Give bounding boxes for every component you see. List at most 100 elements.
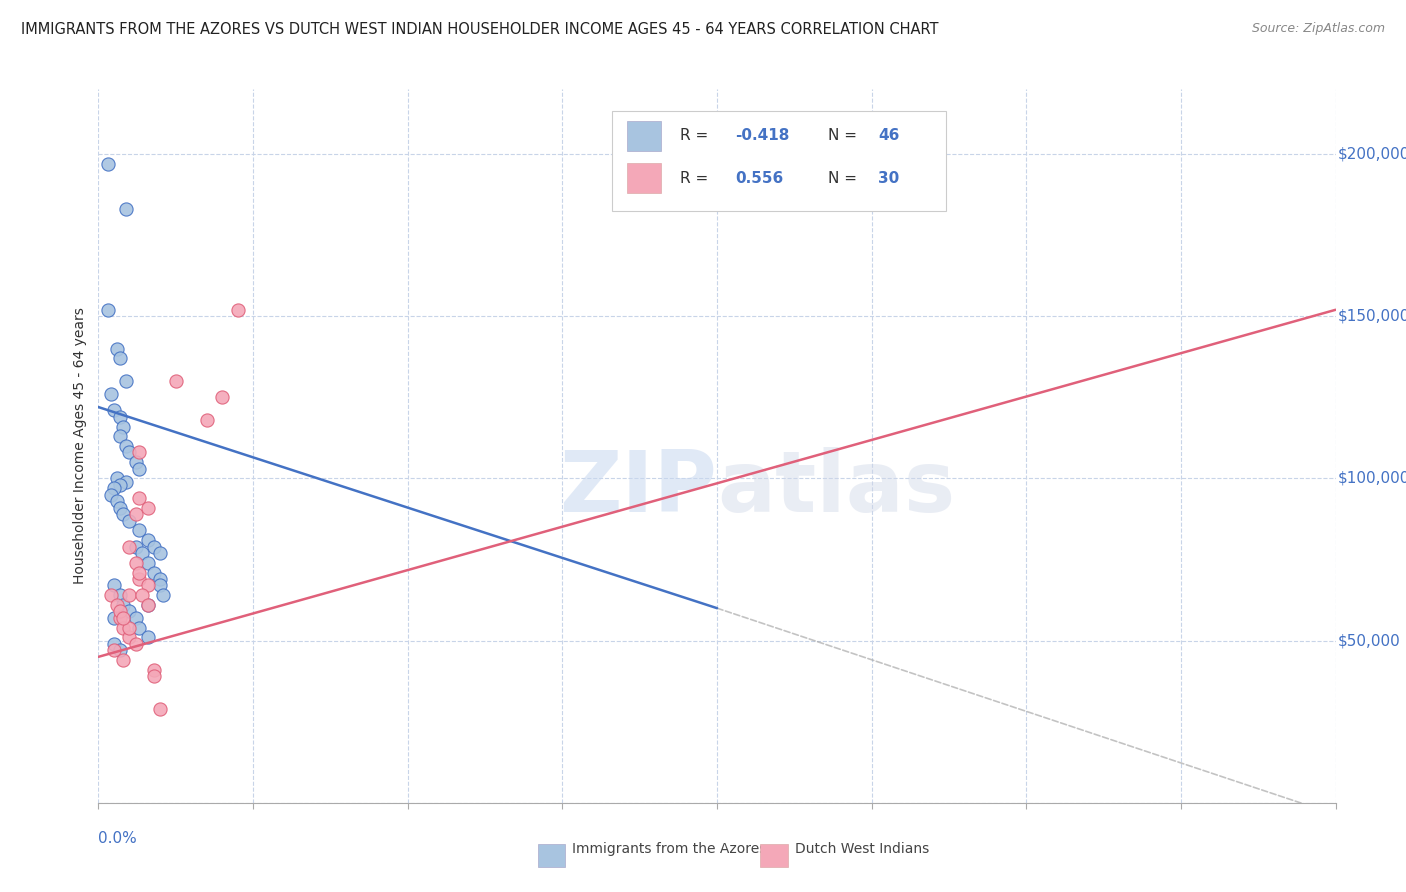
Point — [100, 588, 122, 602]
Point — [108, 643, 131, 657]
Point — [112, 611, 135, 625]
Point — [136, 533, 159, 547]
Text: -0.418: -0.418 — [735, 128, 790, 143]
Point — [118, 631, 141, 645]
Text: $100,000: $100,000 — [1339, 471, 1406, 486]
Text: ZIP: ZIP — [560, 447, 717, 531]
Point — [128, 461, 150, 475]
Point — [143, 540, 166, 554]
Text: $50,000: $50,000 — [1339, 633, 1400, 648]
Text: Immigrants from the Azores: Immigrants from the Azores — [572, 842, 766, 856]
Text: $150,000: $150,000 — [1339, 309, 1406, 324]
Point — [105, 471, 128, 485]
Text: IMMIGRANTS FROM THE AZORES VS DUTCH WEST INDIAN HOUSEHOLDER INCOME AGES 45 - 64 : IMMIGRANTS FROM THE AZORES VS DUTCH WEST… — [21, 22, 939, 37]
Point — [128, 445, 150, 459]
Point — [108, 500, 131, 515]
Text: $200,000: $200,000 — [1339, 146, 1406, 161]
Text: atlas: atlas — [717, 447, 955, 531]
Text: 46: 46 — [877, 128, 900, 143]
Point — [149, 578, 172, 592]
Point — [103, 611, 125, 625]
Point — [112, 598, 135, 612]
Point — [108, 429, 131, 443]
Point — [226, 302, 249, 317]
Point — [118, 514, 141, 528]
Point — [124, 455, 146, 469]
Point — [136, 598, 159, 612]
Point — [108, 409, 131, 424]
Point — [124, 507, 146, 521]
Point — [115, 475, 138, 489]
Text: Source: ZipAtlas.com: Source: ZipAtlas.com — [1251, 22, 1385, 36]
Bar — [627, 120, 661, 151]
Point — [105, 342, 128, 356]
Point — [118, 540, 141, 554]
Point — [115, 439, 138, 453]
FancyBboxPatch shape — [612, 111, 946, 211]
Point — [100, 387, 122, 401]
Point — [131, 546, 153, 560]
Point — [124, 556, 146, 570]
Point — [112, 653, 135, 667]
Point — [143, 663, 166, 677]
Text: N =: N = — [828, 128, 862, 143]
Point — [97, 302, 120, 317]
Text: R =: R = — [681, 128, 713, 143]
Point — [136, 631, 159, 645]
Point — [118, 588, 141, 602]
Bar — [761, 844, 787, 867]
Point — [105, 598, 128, 612]
Point — [128, 491, 150, 505]
Point — [124, 540, 146, 554]
Text: N =: N = — [828, 171, 862, 186]
Point — [115, 202, 138, 217]
Point — [103, 643, 125, 657]
Point — [128, 524, 150, 538]
Point — [118, 445, 141, 459]
Point — [149, 546, 172, 560]
Point — [128, 572, 150, 586]
Point — [112, 507, 135, 521]
Point — [136, 598, 159, 612]
Text: R =: R = — [681, 171, 713, 186]
Point — [103, 403, 125, 417]
Point — [124, 611, 146, 625]
Point — [118, 604, 141, 618]
Text: 30: 30 — [877, 171, 900, 186]
Point — [136, 500, 159, 515]
Point — [124, 637, 146, 651]
Point — [103, 578, 125, 592]
Point — [131, 588, 153, 602]
Point — [103, 481, 125, 495]
Point — [108, 604, 131, 618]
Point — [152, 588, 174, 602]
Text: 0.556: 0.556 — [735, 171, 785, 186]
Point — [149, 572, 172, 586]
Point — [211, 390, 233, 404]
Y-axis label: Householder Income Ages 45 - 64 years: Householder Income Ages 45 - 64 years — [73, 308, 87, 584]
Point — [149, 702, 172, 716]
Point — [108, 611, 131, 625]
Point — [143, 669, 166, 683]
Point — [165, 374, 187, 388]
Point — [195, 413, 218, 427]
Point — [108, 478, 131, 492]
Point — [112, 621, 135, 635]
Point — [143, 566, 166, 580]
Bar — [627, 163, 661, 194]
Point — [100, 488, 122, 502]
Point — [136, 578, 159, 592]
Point — [128, 621, 150, 635]
Bar — [537, 844, 565, 867]
Text: 0.0%: 0.0% — [98, 831, 138, 847]
Point — [115, 374, 138, 388]
Point — [136, 556, 159, 570]
Point — [103, 637, 125, 651]
Point — [128, 566, 150, 580]
Point — [118, 621, 141, 635]
Point — [108, 588, 131, 602]
Point — [108, 351, 131, 366]
Text: Dutch West Indians: Dutch West Indians — [794, 842, 929, 856]
Point — [105, 494, 128, 508]
Point — [97, 157, 120, 171]
